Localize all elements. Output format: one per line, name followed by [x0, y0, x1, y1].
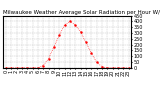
Text: Milwaukee Weather Average Solar Radiation per Hour W/m2 (Last 24 Hours): Milwaukee Weather Average Solar Radiatio…	[3, 10, 160, 15]
